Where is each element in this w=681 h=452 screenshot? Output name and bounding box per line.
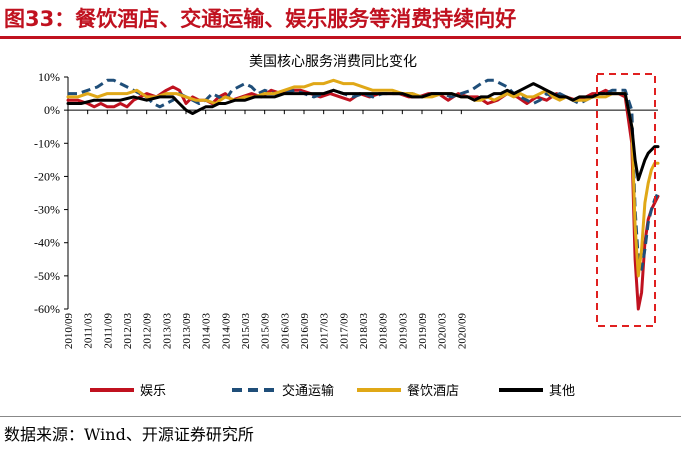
x-tick-label: 2019/03 [397,313,409,350]
y-tick-label: -50% [34,269,60,283]
y-tick-label: -10% [34,136,60,150]
legend-label-4: 其他 [549,383,575,398]
x-tick-label: 2018/09 [378,313,390,350]
x-tick-label: 2012/09 [142,313,154,350]
x-tick-label: 2016/03 [279,313,291,350]
x-tick-label: 2014/03 [201,313,213,350]
y-tick-label: -40% [34,236,60,250]
x-tick-label: 2013/09 [181,313,193,350]
y-tick-label: 10% [38,70,60,84]
source-note: 数据来源：Wind、开源证券研究所 [4,425,254,444]
chart-legend: 娱乐 交通运输 餐饮酒店 其他 [90,383,575,398]
y-tick-label: -30% [34,203,60,217]
x-tick-label: 2017/09 [338,313,350,350]
source-divider [0,416,681,417]
y-tick-label: -20% [34,169,60,183]
x-tick-label: 2014/09 [220,313,232,350]
chart-title: 美国核心服务消费同比变化 [249,54,417,70]
x-tick-label: 2017/03 [319,313,331,350]
x-tick-label: 2018/03 [358,313,370,350]
legend-label-3: 餐饮酒店 [407,383,459,398]
series-line-1 [66,85,660,311]
y-tick-label: -60% [34,302,60,316]
figure-title: 图33：餐饮酒店、交通运输、娱乐服务等消费持续向好 [4,7,517,31]
series-lines [66,73,660,327]
x-tick-label: 2010/09 [63,313,75,350]
x-tick-label: 2020/03 [437,313,449,350]
legend-label-2: 交通运输 [282,383,334,398]
x-tick-label: 2015/09 [260,313,272,350]
x-tick-label: 2011/03 [83,313,95,349]
x-tick-label: 2012/03 [122,313,134,350]
title-underline [0,36,681,39]
x-tick-label: 2015/03 [240,313,252,350]
x-tick-label: 2011/09 [102,313,114,349]
axis-ticks: 10% 0% -10% -20% -30% -40% -50% -60%2010/09 2011… [34,70,468,349]
y-tick-label: 0% [44,103,60,117]
x-tick-label: 2020/09 [456,313,468,350]
legend-label-1: 娱乐 [140,383,166,398]
x-tick-label: 2019/09 [417,313,429,350]
x-tick-label: 2013/03 [161,313,173,350]
series-line-2 [68,78,660,271]
highlight-box [596,73,656,327]
series-line-4 [66,82,660,182]
series-line-3 [66,78,660,278]
x-tick-label: 2016/09 [299,313,311,350]
